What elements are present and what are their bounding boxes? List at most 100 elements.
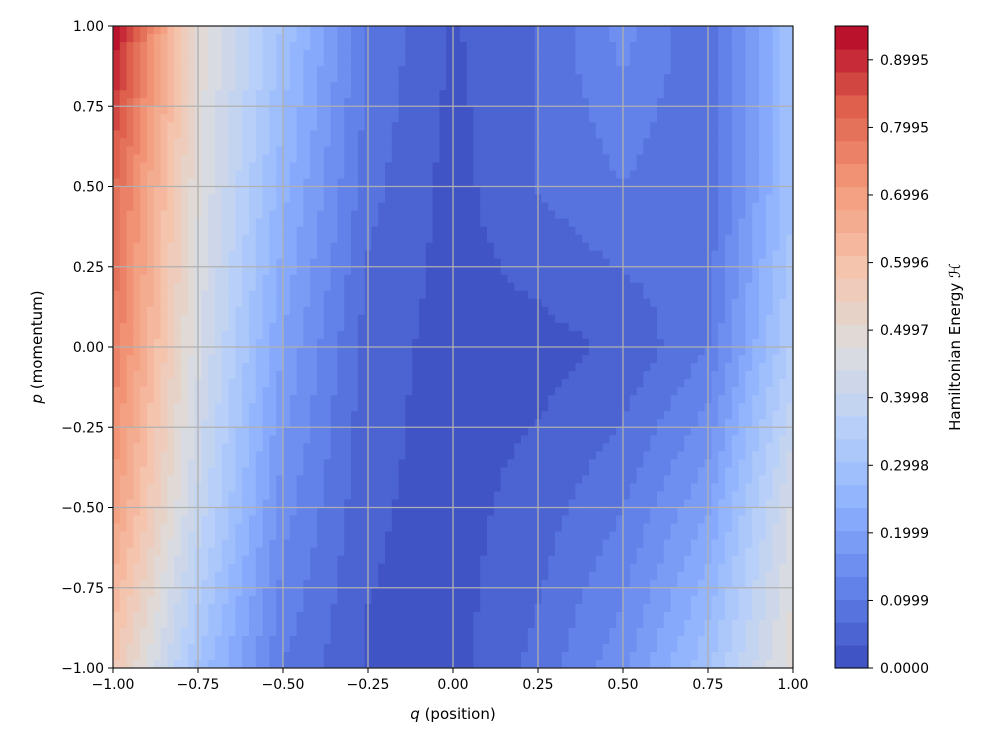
- contour-cell: [684, 26, 692, 35]
- contour-cell: [738, 266, 746, 276]
- contour-cell: [725, 82, 733, 91]
- contour-cell: [500, 202, 508, 212]
- contour-cell: [412, 178, 420, 188]
- contour-cell: [663, 355, 672, 364]
- contour-cell: [697, 330, 706, 340]
- contour-cell: [765, 371, 774, 380]
- contour-cell: [405, 266, 413, 276]
- contour-cell: [419, 210, 427, 220]
- contour-cell: [187, 419, 196, 428]
- contour-cell: [548, 274, 556, 284]
- contour-cell: [616, 42, 624, 51]
- contour-cell: [276, 42, 284, 51]
- contour-cell: [126, 371, 134, 380]
- contour-cell: [466, 98, 474, 107]
- contour-cell: [643, 266, 651, 276]
- contour-cell: [453, 138, 461, 147]
- contour-cell: [262, 395, 270, 404]
- contour-cell: [629, 322, 638, 332]
- contour-cell: [262, 170, 270, 180]
- contour-cell: [208, 322, 216, 332]
- contour-cell: [568, 210, 576, 220]
- contour-cell: [663, 379, 672, 388]
- contour-cell: [636, 42, 644, 51]
- contour-cell: [357, 298, 366, 308]
- contour-cell: [439, 218, 447, 228]
- contour-cell: [147, 114, 155, 123]
- contour-cell: [684, 411, 692, 420]
- contour-cell: [242, 202, 250, 212]
- contour-cell: [140, 250, 148, 260]
- contour-cell: [412, 379, 420, 388]
- contour-cell: [167, 186, 175, 196]
- contour-cell: [167, 106, 175, 115]
- contour-cell: [657, 395, 665, 404]
- contour-cell: [425, 170, 434, 180]
- contour-cell: [772, 218, 780, 228]
- contour-cell: [643, 226, 651, 236]
- contour-cell: [745, 106, 753, 115]
- contour-cell: [317, 387, 325, 396]
- contour-cell: [113, 138, 121, 147]
- contour-cell: [711, 58, 719, 67]
- contour-cell: [405, 290, 413, 300]
- contour-cell: [745, 98, 753, 107]
- contour-cell: [752, 419, 760, 428]
- contour-cell: [296, 395, 304, 404]
- contour-cell: [425, 186, 434, 196]
- contour-cell: [657, 26, 665, 35]
- contour-cell: [473, 282, 481, 292]
- contour-cell: [677, 210, 685, 220]
- contour-cell: [527, 82, 536, 91]
- contour-cell: [439, 202, 447, 212]
- contour-cell: [208, 363, 216, 372]
- contour-cell: [235, 371, 243, 380]
- contour-cell: [548, 58, 556, 67]
- contour-cell: [487, 242, 495, 252]
- contour-cell: [548, 218, 556, 228]
- contour-cell: [174, 90, 182, 99]
- contour-cell: [405, 395, 413, 404]
- contour-cell: [249, 170, 257, 180]
- contour-cell: [643, 202, 651, 212]
- contour-cell: [786, 322, 793, 332]
- contour-cell: [201, 371, 209, 380]
- contour-cell: [235, 178, 243, 188]
- contour-cell: [480, 290, 488, 300]
- contour-cell: [283, 162, 291, 172]
- contour-cell: [269, 290, 277, 300]
- contour-cell: [480, 250, 488, 260]
- contour-cell: [187, 162, 196, 172]
- contour-cell: [385, 234, 393, 244]
- contour-cell: [582, 98, 590, 107]
- contour-cell: [235, 330, 243, 340]
- contour-cell: [616, 290, 624, 300]
- contour-cell: [480, 34, 488, 43]
- contour-cell: [697, 106, 706, 115]
- contour-cell: [208, 395, 216, 404]
- contour-cell: [303, 34, 311, 43]
- contour-cell: [677, 306, 685, 316]
- contour-cell: [425, 330, 434, 340]
- contour-cell: [507, 306, 515, 316]
- contour-cell: [221, 74, 230, 83]
- contour-cell: [725, 162, 733, 172]
- contour-cell: [677, 74, 685, 83]
- contour-cell: [616, 306, 624, 316]
- contour-cell: [738, 154, 746, 164]
- contour-cell: [718, 330, 726, 340]
- contour-cell: [119, 234, 128, 244]
- contour-cell: [133, 34, 141, 43]
- contour-cell: [759, 306, 767, 316]
- contour-cell: [480, 298, 488, 308]
- contour-cell: [255, 42, 264, 51]
- contour-cell: [432, 290, 440, 300]
- contour-cell: [432, 226, 440, 236]
- contour-cell: [629, 122, 638, 131]
- contour-cell: [262, 42, 270, 51]
- contour-cell: [527, 90, 536, 99]
- contour-cell: [541, 322, 549, 332]
- contour-cell: [221, 194, 230, 204]
- contour-cell: [718, 58, 726, 67]
- contour-cell: [221, 242, 230, 252]
